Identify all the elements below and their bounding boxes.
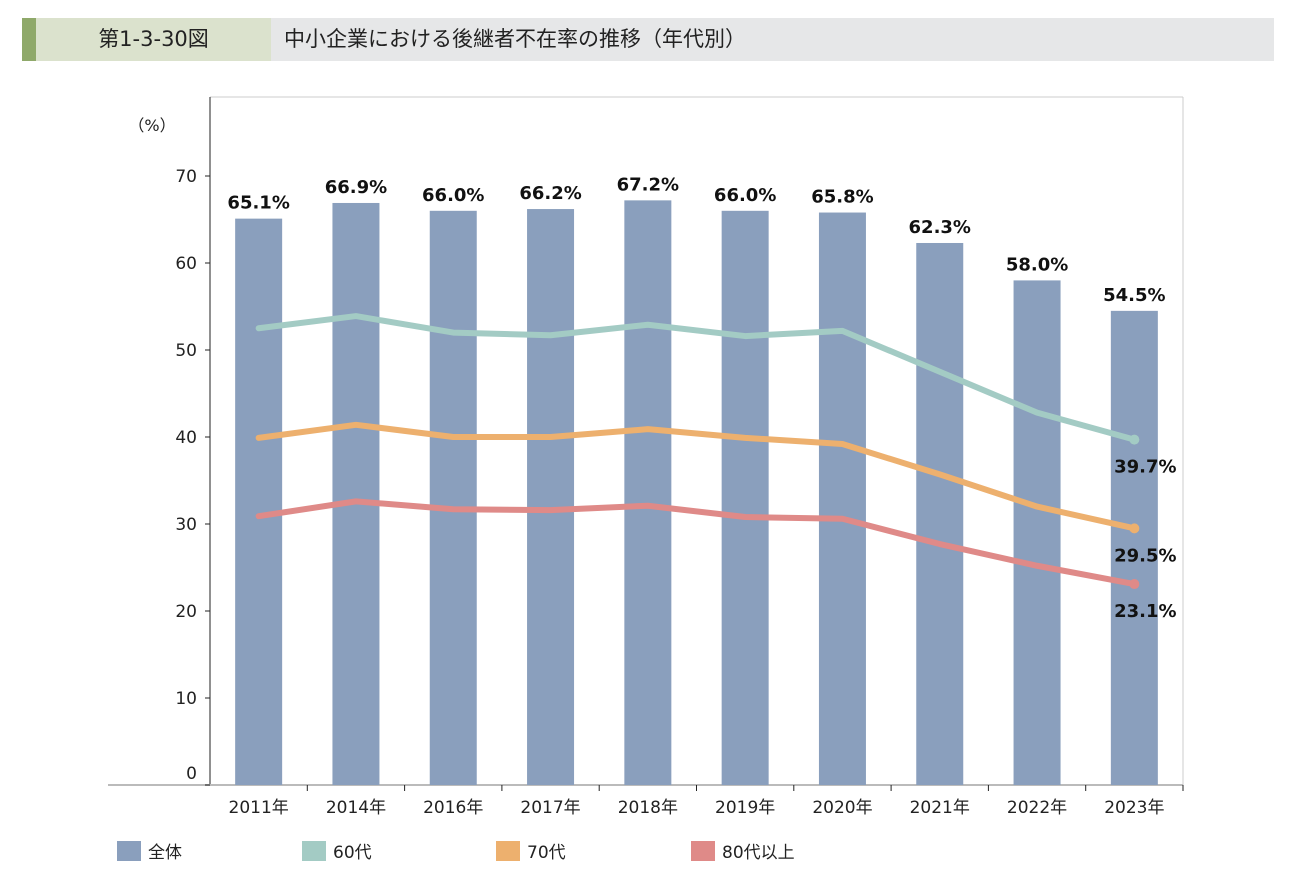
y-tick-label: 60 xyxy=(175,254,197,274)
y-tick-label: 30 xyxy=(175,515,197,535)
legend-swatch-70代 xyxy=(496,841,520,861)
x-tick-label: 2014年 xyxy=(326,798,386,818)
bar-2023年 xyxy=(1110,310,1158,785)
bar-data-label: 67.2% xyxy=(617,174,679,195)
legend-swatch-60代 xyxy=(302,841,326,861)
bar-2022年 xyxy=(1013,280,1061,785)
bar-2011年 xyxy=(235,218,283,785)
line-60代 xyxy=(255,313,1138,443)
header-accent xyxy=(22,18,36,61)
legend-label: 80代以上 xyxy=(722,843,795,863)
figure-header: 第1-3-30図 中小企業における後継者不在率の推移（年代別） xyxy=(22,18,1274,61)
legend-swatch-全体 xyxy=(117,841,141,861)
x-tick-label: 2021年 xyxy=(910,798,970,818)
x-tick-label: 2018年 xyxy=(618,798,678,818)
bar-2016年 xyxy=(429,210,477,786)
y-tick-label: 0 xyxy=(186,764,197,784)
line-80代以上 xyxy=(255,498,1138,588)
bar-2019年 xyxy=(721,210,769,786)
bar-data-label: 65.8% xyxy=(811,187,873,208)
bar-data-label: 66.0% xyxy=(422,185,484,206)
line-endpoint-70代 xyxy=(1129,523,1140,534)
line-endpoint-80代以上 xyxy=(1129,579,1140,590)
bar-2017年 xyxy=(527,209,575,785)
y-tick-label: 10 xyxy=(175,689,197,709)
bar-data-label: 58.0% xyxy=(1006,254,1068,275)
y-tick-label: 70 xyxy=(175,167,197,187)
line-end-label: 39.7% xyxy=(1114,457,1176,478)
legend-label: 全体 xyxy=(148,843,182,863)
line-endpoint-60代 xyxy=(1129,434,1140,445)
x-tick-label: 2022年 xyxy=(1007,798,1067,818)
line-end-label: 23.1% xyxy=(1114,601,1176,622)
y-tick-label: 50 xyxy=(175,341,197,361)
bar-data-label: 62.3% xyxy=(909,217,971,238)
bar-data-label: 65.1% xyxy=(227,193,289,214)
line-end-label: 29.5% xyxy=(1114,545,1176,566)
bar-2018年 xyxy=(624,200,672,786)
y-axis-label: （%） xyxy=(128,116,175,135)
legend-label: 70代 xyxy=(527,843,566,863)
figure-number: 第1-3-30図 xyxy=(36,18,271,61)
x-tick-label: 2019年 xyxy=(715,798,775,818)
x-tick-label: 2016年 xyxy=(423,798,483,818)
y-tick-label: 20 xyxy=(175,602,197,622)
bar-data-label: 54.5% xyxy=(1103,285,1165,306)
x-tick-label: 2020年 xyxy=(812,798,872,818)
x-tick-label: 2011年 xyxy=(229,798,289,818)
bar-2020年 xyxy=(818,212,866,786)
legend-label: 60代 xyxy=(333,843,372,863)
x-tick-label: 2017年 xyxy=(520,798,580,818)
y-tick-label: 40 xyxy=(175,428,197,448)
bar-data-label: 66.2% xyxy=(519,183,581,204)
bar-2021年 xyxy=(916,242,964,786)
figure-title: 中小企業における後継者不在率の推移（年代別） xyxy=(284,27,746,51)
x-tick-label: 2023年 xyxy=(1104,798,1164,818)
line-70代 xyxy=(255,421,1138,532)
bar-data-label: 66.9% xyxy=(325,177,387,198)
bar-2014年 xyxy=(332,202,380,786)
bar-data-label: 66.0% xyxy=(714,185,776,206)
legend-swatch-80代以上 xyxy=(691,841,715,861)
